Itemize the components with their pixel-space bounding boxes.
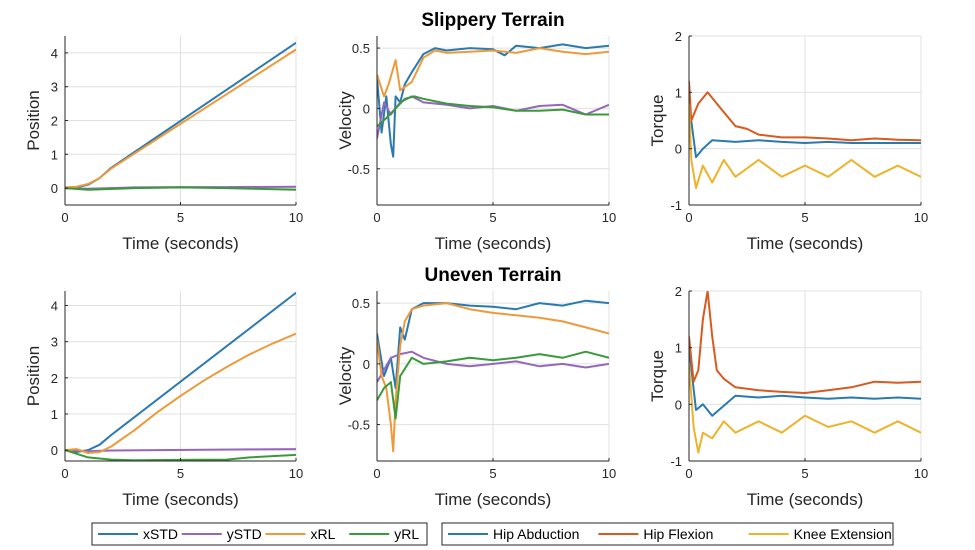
chart-4: 0 5 10 0 1 2 3 4 Time (seconds) Position [24, 291, 303, 509]
row-title-uneven: Uneven Terrain [425, 265, 562, 286]
legend-label: ySTD [227, 526, 262, 542]
series-line-hip-flexion [689, 81, 921, 142]
series-line-yrl [65, 449, 296, 461]
series-line-xrl [65, 48, 296, 189]
x-tick-label: 10 [289, 466, 303, 481]
x-tick-label: 0 [685, 210, 692, 225]
chart-1: 0 5 10 0 1 2 3 4 Time (seconds) Position [24, 36, 303, 253]
series-line-xstd [65, 292, 296, 453]
legend-1: xSTD ySTD xRL yRL [91, 522, 428, 546]
legend-label: yRL [394, 526, 419, 542]
y-axis-label: Position [24, 346, 43, 406]
series-line-xrl [377, 302, 609, 453]
y-axis-label: Torque [648, 95, 667, 147]
legend-label: Hip Flexion [643, 526, 713, 542]
y-tick-label: 0 [51, 443, 58, 458]
x-tick-label: 10 [602, 466, 616, 481]
x-tick-label: 5 [801, 210, 808, 225]
y-tick-label: -0.5 [348, 162, 370, 177]
series-line-hip-abduction [689, 103, 921, 159]
y-tick-label: 1 [51, 407, 58, 422]
x-axis-label: Time (seconds) [747, 490, 864, 509]
x-axis-label: Time (seconds) [435, 234, 552, 253]
x-axis-label: Time (seconds) [747, 234, 864, 253]
y-axis-label: Torque [648, 350, 667, 402]
legend-label: xRL [311, 526, 336, 542]
x-tick-label: 5 [489, 466, 496, 481]
row-title-slippery: Slippery Terrain [421, 10, 564, 31]
chart-5: 0 5 10 -0.5 0 0.5 Time (seconds) Velocity [336, 291, 616, 509]
x-tick-label: 0 [685, 466, 692, 481]
series-line-yrl [377, 350, 609, 420]
legend-label: Knee Extension [794, 526, 892, 542]
legend-label: xSTD [143, 526, 178, 542]
legend-2: Hip Abduction Hip Flexion Knee Extension [441, 522, 894, 546]
series-line-yrl [377, 95, 609, 128]
y-tick-label: 0.5 [352, 41, 370, 56]
y-tick-label: 2 [51, 371, 58, 386]
series-line-xrl [377, 47, 609, 98]
x-tick-label: 5 [177, 210, 184, 225]
x-tick-label: 5 [801, 466, 808, 481]
y-tick-label: 2 [675, 284, 682, 299]
legend-label: Hip Abduction [493, 526, 579, 542]
y-tick-label: 4 [51, 298, 58, 313]
legend-box [91, 522, 428, 546]
y-tick-label: 4 [51, 46, 58, 61]
x-tick-label: 10 [914, 466, 928, 481]
x-tick-label: 0 [373, 466, 380, 481]
y-tick-label: 1 [51, 147, 58, 162]
series-line-yrl [65, 186, 296, 191]
y-axis-label: Position [24, 90, 43, 150]
legends-group: xSTD ySTD xRL yRL Hip Abduction Hip Flexion Kn… [91, 522, 894, 546]
x-tick-label: 0 [61, 210, 68, 225]
x-axis-label: Time (seconds) [122, 234, 239, 253]
y-tick-label: -0.5 [348, 418, 370, 433]
series-line-hip-abduction [689, 347, 921, 417]
y-tick-label: -1 [670, 454, 682, 469]
y-tick-label: 2 [675, 29, 682, 44]
series-line-xrl [65, 332, 296, 454]
x-tick-label: 10 [289, 210, 303, 225]
y-tick-label: 3 [51, 80, 58, 95]
x-tick-label: 5 [177, 466, 184, 481]
y-tick-label: 2 [51, 114, 58, 129]
y-tick-label: 0 [51, 181, 58, 196]
y-tick-label: 0.5 [352, 296, 370, 311]
series-line-xstd [377, 299, 609, 390]
y-tick-label: 3 [51, 335, 58, 350]
series-line-hip-flexion [689, 291, 921, 394]
chart-2: 0 5 10 -0.5 0 0.5 Time (seconds) Velocity [336, 36, 616, 253]
x-tick-label: 10 [914, 210, 928, 225]
series-line-ystd [65, 448, 296, 453]
series-line-xstd [377, 43, 609, 158]
x-tick-label: 0 [373, 210, 380, 225]
x-tick-label: 10 [602, 210, 616, 225]
y-tick-label: 0 [363, 101, 370, 116]
y-tick-label: -1 [670, 198, 682, 213]
y-tick-label: 0 [675, 397, 682, 412]
series-line-knee-extension [689, 364, 921, 454]
x-axis-label: Time (seconds) [435, 490, 552, 509]
y-tick-label: 0 [675, 142, 682, 157]
series-line-ystd [377, 350, 609, 383]
x-axis-label: Time (seconds) [122, 490, 239, 509]
legend-box [441, 522, 894, 546]
y-tick-label: 0 [363, 357, 370, 372]
x-tick-label: 5 [489, 210, 496, 225]
series-line-knee-extension [689, 103, 921, 190]
y-axis-label: Velocity [336, 91, 355, 150]
y-tick-label: 1 [675, 341, 682, 356]
y-tick-label: 1 [675, 85, 682, 100]
x-tick-label: 0 [61, 466, 68, 481]
y-axis-label: Velocity [336, 346, 355, 405]
